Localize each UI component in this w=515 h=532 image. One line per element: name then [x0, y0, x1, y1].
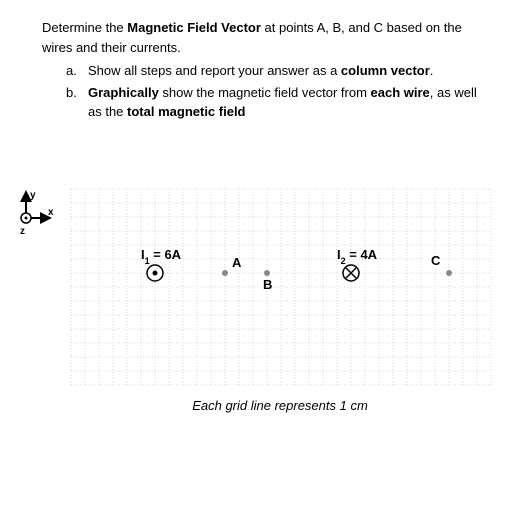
sub-list: a. Show all steps and report your answer… — [42, 61, 487, 122]
sub-a-label: a. — [66, 61, 88, 81]
sub-a-text: Show all steps and report your answer as… — [88, 63, 341, 78]
axis-z-label: z — [20, 226, 25, 237]
axis-x-label: x — [48, 207, 54, 218]
wire-I1: I1 = 6A — [141, 247, 182, 281]
point-label-A: A — [232, 255, 242, 270]
grid-caption: Each grid line represents 1 cm — [70, 398, 490, 413]
intro-line: Determine the Magnetic Field Vector at p… — [42, 18, 487, 57]
sub-b-mid1: show the magnetic field vector from — [159, 85, 371, 100]
axis-svg: y x z — [6, 188, 56, 238]
diagram-region: I1 = 6A I2 = 4A A B C — [70, 188, 492, 389]
intro-bold: Magnetic Field Vector — [127, 20, 261, 35]
axis-widget: y x z — [6, 188, 56, 241]
sub-b-body: Graphically show the magnetic field vect… — [88, 83, 487, 122]
wire-label-I1: I1 = 6A — [141, 247, 182, 266]
intro-prefix: Determine the — [42, 20, 127, 35]
sub-b-label: b. — [66, 83, 88, 122]
sub-item-a: a. Show all steps and report your answer… — [66, 61, 487, 81]
wire-label-I2: I2 = 4A — [337, 247, 378, 266]
sub-a-bold: column vector — [341, 63, 430, 78]
point-B: B — [263, 270, 272, 292]
sub-b-bold3: total magnetic field — [127, 104, 245, 119]
point-label-C: C — [431, 253, 441, 268]
sub-item-b: b. Graphically show the magnetic field v… — [66, 83, 487, 122]
sub-a-end: . — [430, 63, 434, 78]
grid-svg: I1 = 6A I2 = 4A A B C — [70, 188, 492, 386]
problem-statement: Determine the Magnetic Field Vector at p… — [0, 0, 515, 122]
wire-I2: I2 = 4A — [337, 247, 378, 281]
sub-a-body: Show all steps and report your answer as… — [88, 61, 433, 81]
point-label-B: B — [263, 277, 272, 292]
sub-b-bold1: Graphically — [88, 85, 159, 100]
axis-y-label: y — [30, 190, 36, 201]
sub-b-bold2: each wire — [371, 85, 430, 100]
